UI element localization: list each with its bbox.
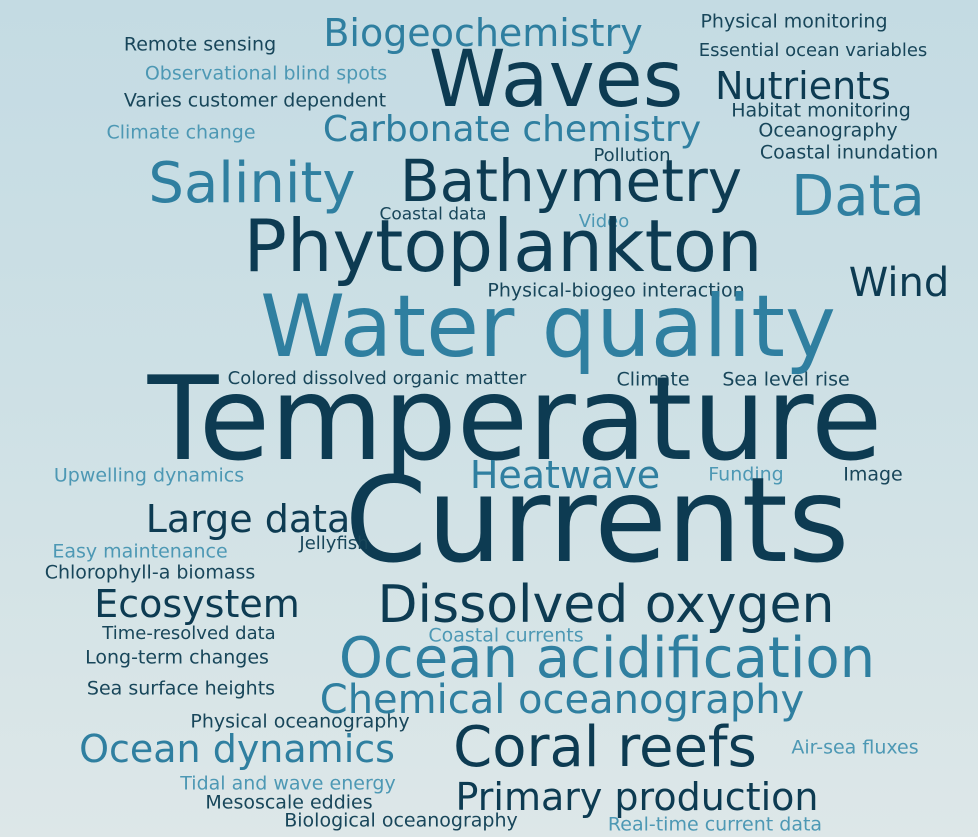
word-coastal-currents: Coastal currents (428, 624, 584, 647)
word-currents: Currents (344, 451, 850, 589)
word-coral-reefs: Coral reefs (453, 715, 757, 780)
word-colored-dissolved-organic-matter: Colored dissolved organic matter (227, 368, 527, 389)
word-physical-biogeo-interaction: Physical-biogeo interaction (487, 279, 745, 302)
word-chemical-oceanography: Chemical oceanography (319, 677, 805, 723)
word-physical-monitoring: Physical monitoring (700, 10, 888, 33)
word-observational-blind-spots: Observational blind spots (144, 62, 388, 85)
word-primary-production: Primary production (455, 775, 819, 819)
word-easy-maintenance: Easy maintenance (52, 540, 228, 563)
word-real-time-current-data: Real-time current data (607, 813, 823, 836)
word-upwelling-dynamics: Upwelling dynamics (53, 464, 245, 487)
word-biological-oceanography: Biological oceanography (284, 809, 518, 832)
word-ocean-acidification: Ocean acidification (338, 626, 876, 691)
word-carbonate-chemistry: Carbonate chemistry (322, 109, 702, 150)
word-physical-oceanography: Physical oceanography (190, 710, 410, 733)
word-ecosystem: Ecosystem (94, 582, 300, 626)
word-video: Video (578, 211, 630, 232)
word-tidal-and-wave-energy: Tidal and wave energy (180, 772, 396, 795)
word-dissolved-oxygen: Dissolved oxygen (377, 575, 835, 635)
word-pollution: Pollution (593, 145, 671, 166)
word-essential-ocean-variables: Essential ocean variables (698, 40, 928, 61)
word-air-sea-fluxes: Air-sea fluxes (791, 736, 919, 759)
word-image: Image (843, 463, 903, 486)
word-chlorophyll-a-biomass: Chlorophyll-a biomass (44, 561, 256, 584)
word-phytoplankton: Phytoplankton (243, 204, 763, 288)
word-wind: Wind (848, 260, 950, 306)
word-habitat-monitoring: Habitat monitoring (731, 99, 911, 122)
word-sea-surface-heights: Sea surface heights (86, 677, 276, 700)
word-varies-customer-dependent: Varies customer dependent (123, 89, 387, 112)
word-temperature: Temperature (147, 352, 883, 487)
word-remote-sensing: Remote sensing (123, 33, 277, 56)
word-jellyfish: Jellyfish (299, 533, 369, 554)
word-climate-change: Climate change (106, 121, 256, 144)
word-salinity: Salinity (148, 151, 356, 216)
word-waves: Waves (428, 35, 684, 125)
word-sea-level-rise: Sea level rise (722, 368, 850, 391)
word-bathymetry: Bathymetry (399, 147, 743, 215)
word-data: Data (791, 164, 925, 229)
word-heatwave: Heatwave (469, 453, 661, 497)
word-ocean-dynamics: Ocean dynamics (79, 727, 395, 771)
word-water-quality: Water quality (260, 277, 836, 377)
word-coastal-inundation: Coastal inundation (759, 141, 939, 164)
word-oceanography: Oceanography (758, 119, 898, 142)
word-long-term-changes: Long-term changes (85, 646, 269, 669)
word-biogeochemistry: Biogeochemistry (323, 11, 643, 55)
word-nutrients: Nutrients (715, 64, 891, 108)
word-funding: Funding (708, 463, 784, 486)
word-climate: Climate (616, 368, 690, 391)
word-mesoscale-eddies: Mesoscale eddies (205, 791, 373, 814)
word-time-resolved-data: Time-resolved data (102, 623, 276, 644)
word-coastal-data: Coastal data (379, 204, 487, 225)
word-large-data: Large data (145, 497, 351, 541)
